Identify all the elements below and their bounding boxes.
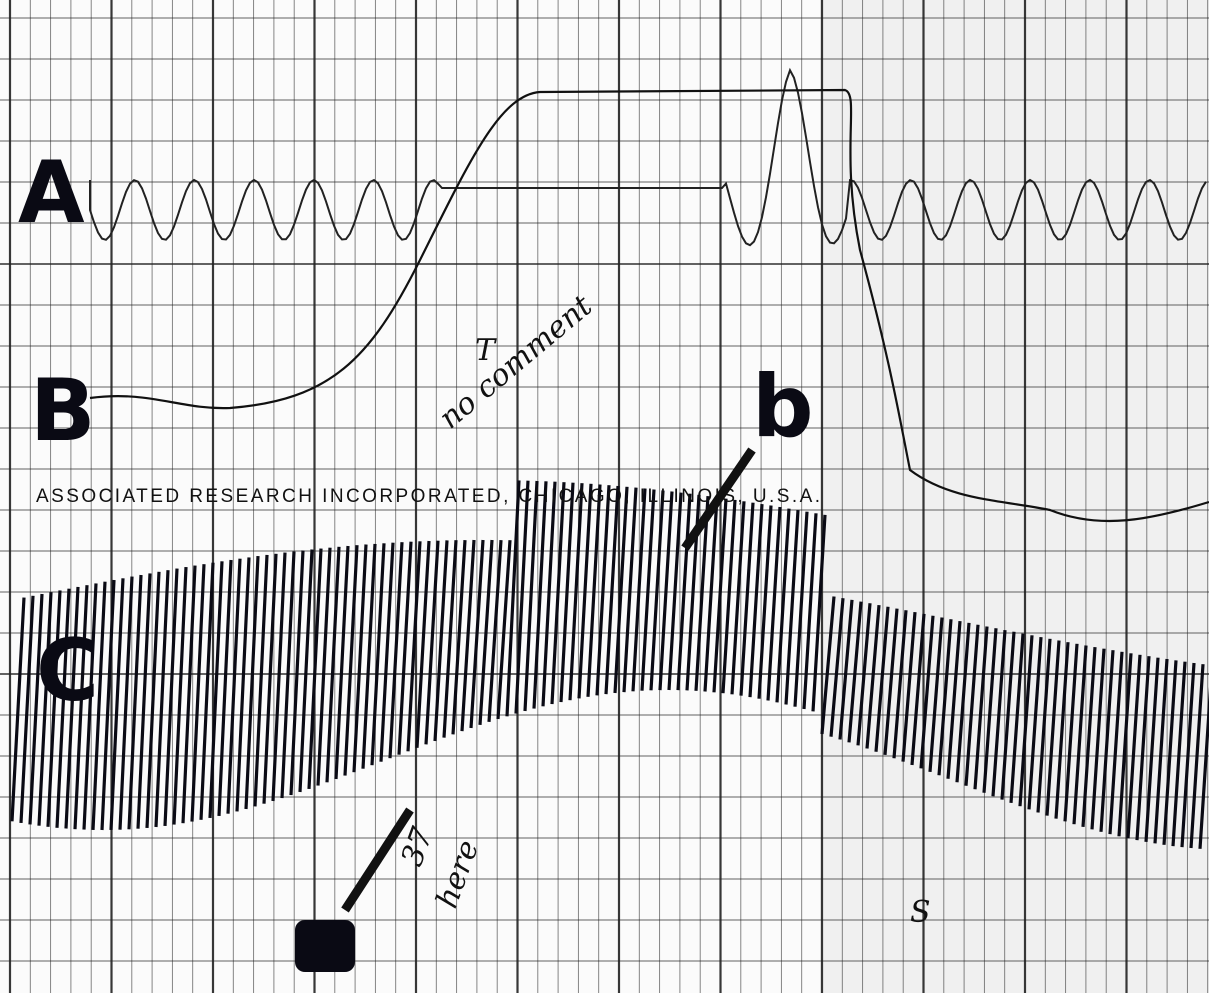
event-marker: b [752, 357, 814, 457]
channel-a-label: A [18, 143, 85, 243]
imprint: ASSOCIATED RESEARCH INCORPORATED, CHICAG… [36, 486, 820, 507]
shadow [820, 0, 1209, 993]
channel-b-label: B [30, 361, 96, 461]
channel-c-label: C [36, 621, 99, 721]
marker-blob [295, 920, 355, 972]
polygraph-chart: A B C b ASSOCIATED RESEARCH INCORPORATED… [0, 0, 1209, 993]
note: S [910, 895, 931, 930]
